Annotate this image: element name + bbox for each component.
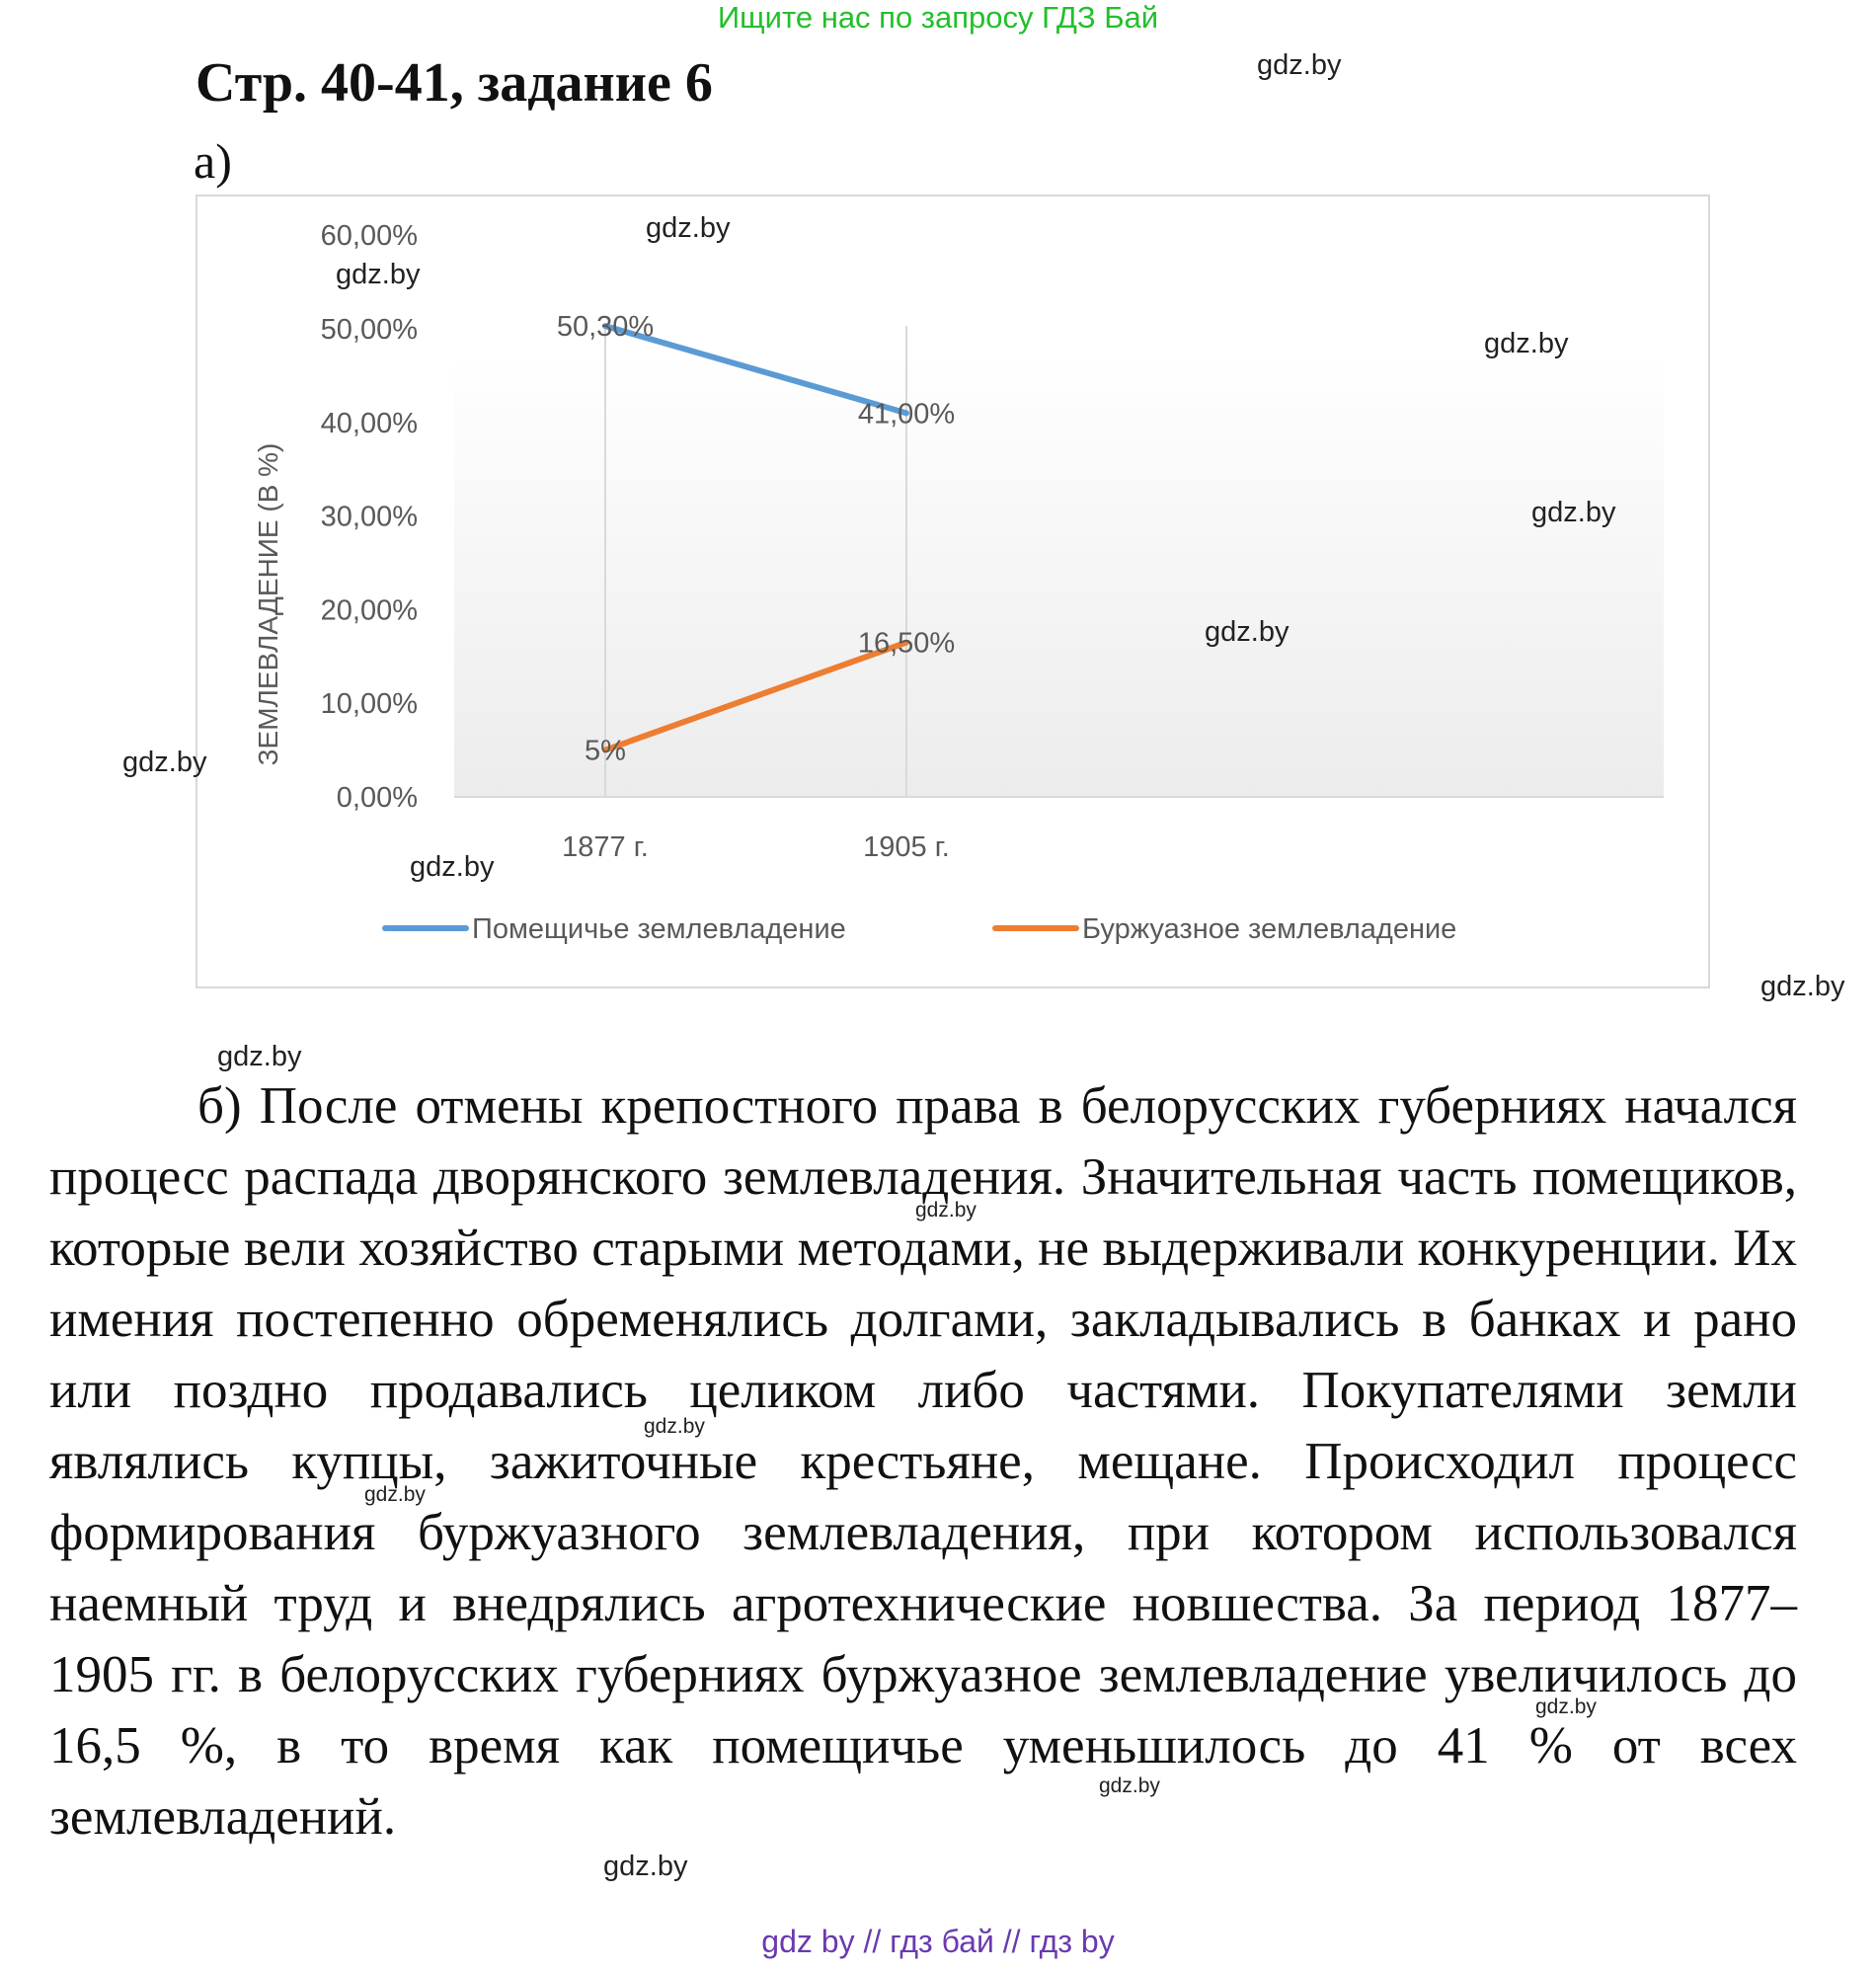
y-tick-label: 0,00%: [337, 782, 418, 814]
part-b-text: б) После отмены крепостного права в бело…: [49, 1077, 1797, 1846]
watermark: gdz.by: [915, 1199, 977, 1222]
plot-area: [454, 353, 1664, 797]
watermark: gdz.by: [644, 1415, 705, 1438]
y-tick-label: 30,00%: [321, 502, 418, 533]
watermark: gdz.by: [603, 1851, 688, 1882]
series-line-1: [602, 323, 909, 417]
legend-label: Буржуазное землевладение: [1082, 913, 1456, 945]
data-label: 5%: [585, 736, 626, 767]
part-a-label: а): [194, 133, 232, 189]
bottom-banner: gdz by // гдз бай // гдз by: [761, 1924, 1115, 1959]
legend-label: Помещичье землевладение: [472, 913, 846, 945]
series-line-2: [602, 639, 909, 753]
watermark: gdz.by: [1535, 1696, 1597, 1718]
watermark: gdz.by: [1484, 328, 1569, 359]
page-title: Стр. 40-41, задание 6: [195, 52, 713, 114]
line-chart: 0,00% 10,00% 20,00% 30,00% 40,00% 50,00% 60,00…: [253, 220, 1664, 945]
watermark: gdz.by: [646, 212, 731, 244]
y-tick-label: 50,00%: [321, 314, 418, 346]
watermark: gdz.by: [1205, 616, 1290, 648]
x-tick-label: 1905 г.: [863, 831, 950, 863]
watermark: gdz.by: [336, 259, 421, 290]
watermark: gdz.by: [1531, 497, 1616, 528]
x-tick-label: 1877 г.: [562, 831, 649, 863]
watermark: gdz.by: [1760, 971, 1845, 1002]
y-tick-label: 10,00%: [321, 688, 418, 720]
watermark: gdz.by: [122, 747, 207, 778]
data-label: 50,30%: [557, 311, 654, 343]
data-label: 41,00%: [858, 398, 955, 430]
y-tick-label: 40,00%: [321, 408, 418, 439]
watermark: gdz.by: [410, 851, 495, 883]
data-label: 16,50%: [858, 628, 955, 660]
watermark: gdz.by: [364, 1483, 426, 1506]
y-axis-label: ЗЕМЛЕВЛАДЕНИЕ (В %): [253, 443, 283, 766]
watermark: gdz.by: [1257, 49, 1342, 81]
y-tick-label: 20,00%: [321, 594, 418, 626]
part-b-paragraph: б) После отмены крепостного права в бело…: [49, 1070, 1797, 1853]
watermark: gdz.by: [1099, 1775, 1160, 1797]
watermark: gdz.by: [217, 1041, 302, 1072]
y-tick-label: 60,00%: [321, 220, 418, 252]
top-banner: Ищите нас по запросу ГДЗ Бай: [717, 0, 1159, 35]
